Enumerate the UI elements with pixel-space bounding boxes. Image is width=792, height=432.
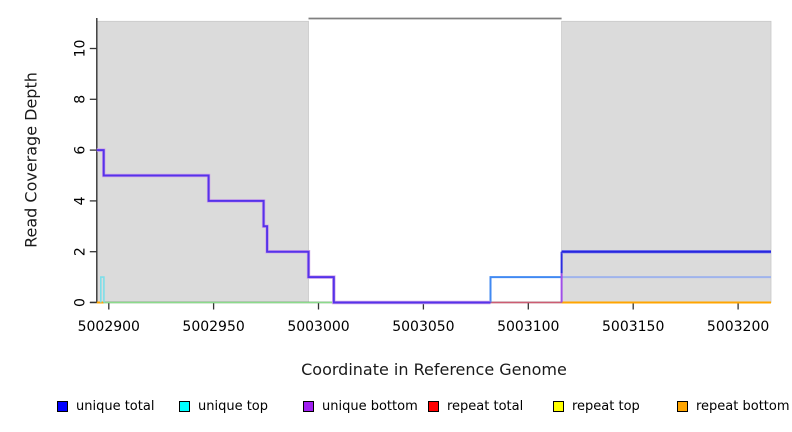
y-tick-label: 4 (72, 196, 88, 205)
x-tick-label: 5002900 (78, 319, 140, 335)
x-tick-label: 5003200 (707, 319, 769, 335)
main-descending-step (96, 149, 491, 304)
repeat-region-shading-1 (96, 20, 309, 303)
unique-top-spike (100, 276, 105, 303)
y-tick-label: 2 (72, 247, 88, 256)
x-axis-label: Coordinate in Reference Genome (301, 360, 567, 379)
y-tick-label: 6 (72, 146, 88, 155)
x-tick-label: 5003100 (497, 319, 559, 335)
x-tick-label: 5003050 (392, 319, 454, 335)
x-tick-label: 5003000 (287, 319, 349, 335)
x-tick-label: 5002950 (182, 319, 244, 335)
x-tick-label: 5003150 (602, 319, 664, 335)
y-axis-label: Read Coverage Depth (21, 72, 41, 248)
repeat-region-shading-2 (561, 20, 772, 303)
azure-step-depth1 (489, 276, 562, 303)
y-tick-label: 8 (72, 95, 88, 104)
y-tick-label: 0 (72, 298, 88, 307)
y-tick-label: 10 (72, 40, 88, 58)
